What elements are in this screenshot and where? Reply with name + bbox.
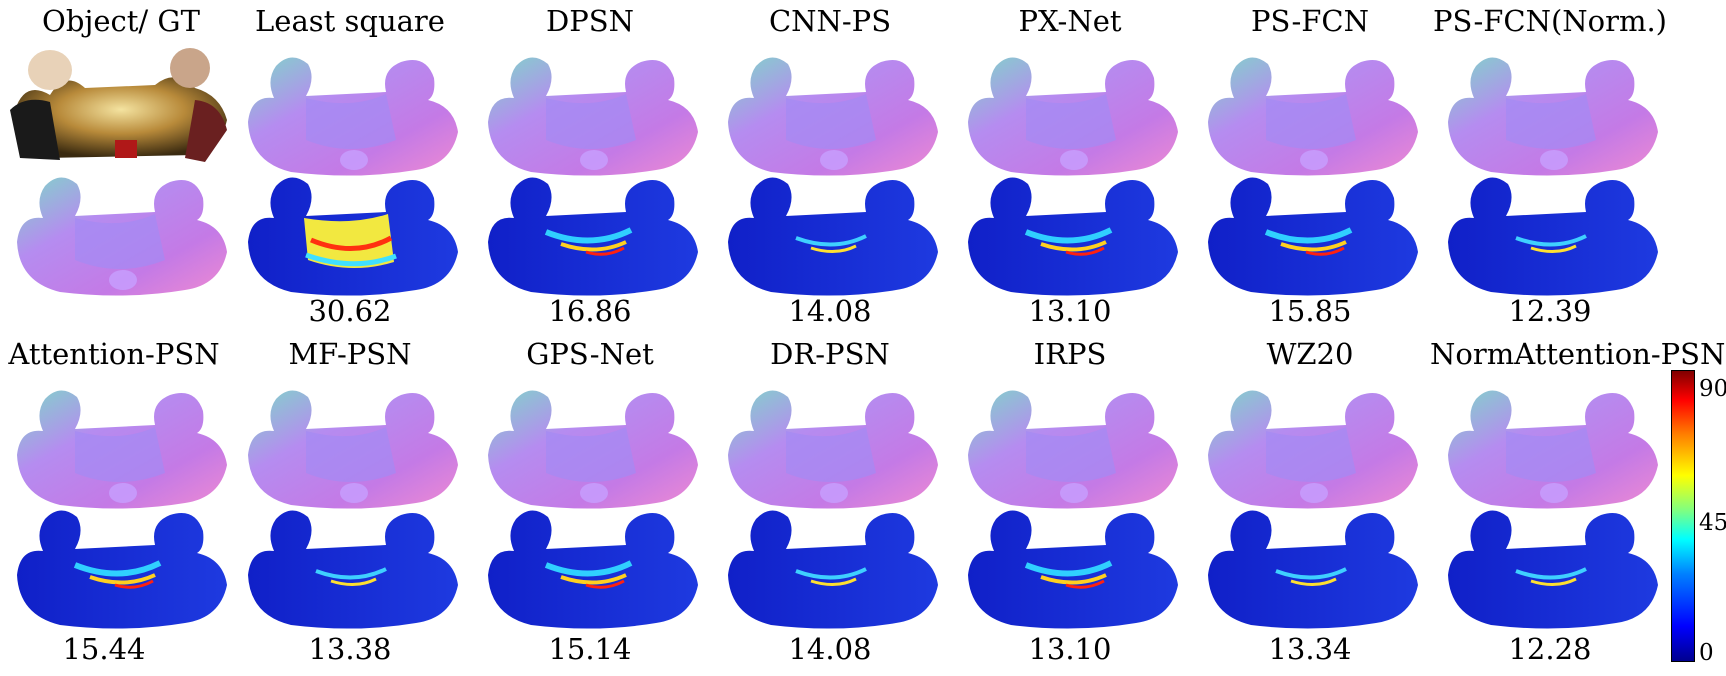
title-object-gt: Object/ GT [42,4,200,38]
score-ps-fcn: 15.85 [1268,294,1352,328]
ground-truth-normal-map [5,160,233,302]
colorbar-min-label: 0 [1699,640,1714,666]
title-px-net: PX-Net [1018,4,1122,38]
error-map-px-net [956,160,1184,302]
score-cnn-ps: 14.08 [788,294,872,328]
score-wz20: 13.34 [1268,632,1352,666]
error-map-attention-psn [5,493,233,635]
title-wz20: WZ20 [1266,337,1354,371]
score-irps: 13.10 [1028,632,1112,666]
title-gps-net: GPS-Net [526,337,654,371]
score-px-net: 13.10 [1028,294,1112,328]
error-map-normattention-psn [1436,493,1664,635]
colorbar-mid-label: 45 [1699,510,1726,536]
score-gps-net: 15.14 [548,632,632,666]
title-ps-fcn-norm: PS-FCN(Norm.) [1433,4,1667,38]
error-map-ps-fcn-norm [1436,160,1664,302]
title-cnn-ps: CNN-PS [768,4,892,38]
error-map-cnn-ps [716,160,944,302]
error-map-wz20 [1196,493,1424,635]
title-dr-psn: DR-PSN [770,337,890,371]
title-least-square: Least square [255,4,445,38]
score-normattention-psn: 12.28 [1508,632,1592,666]
error-map-gps-net [476,493,704,635]
score-mf-psn: 13.38 [308,632,392,666]
error-map-ps-fcn [1196,160,1424,302]
score-attention-psn: 15.44 [62,632,146,666]
score-dpsn: 16.86 [548,294,632,328]
title-mf-psn: MF-PSN [288,337,412,371]
colorbar [1671,370,1695,662]
title-attention-psn: Attention-PSN [8,337,220,371]
error-map-mf-psn [236,493,464,635]
error-map-least-square [236,160,464,302]
error-map-dpsn [476,160,704,302]
object-photo [5,40,233,182]
title-dpsn: DPSN [545,4,634,38]
score-dr-psn: 14.08 [788,632,872,666]
title-irps: IRPS [1033,337,1107,371]
error-map-dr-psn [716,493,944,635]
title-ps-fcn: PS-FCN [1251,4,1369,38]
colorbar-max-label: 90 [1699,376,1726,402]
score-least-square: 30.62 [308,294,392,328]
error-map-irps [956,493,1184,635]
score-ps-fcn-norm: 12.39 [1508,294,1592,328]
title-normattention-psn: NormAttention-PSN [1430,337,1726,371]
